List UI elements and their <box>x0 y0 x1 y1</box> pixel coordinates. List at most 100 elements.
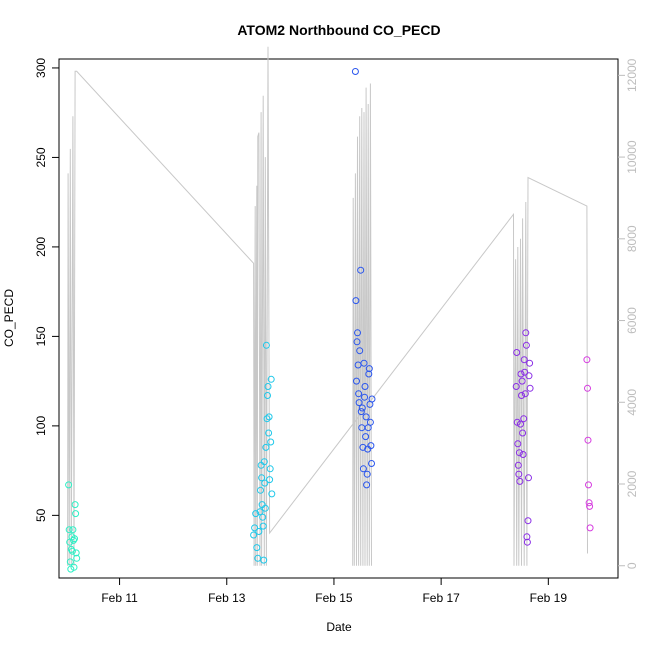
data-point <box>265 413 273 421</box>
data-point <box>523 533 531 541</box>
y-axis-left: 50 100 150 200 250 300 <box>34 58 59 522</box>
y2-tick-label: 8000 <box>625 225 639 252</box>
data-point <box>253 544 261 552</box>
data-point <box>363 470 371 478</box>
data-point <box>263 415 271 423</box>
data-point <box>352 297 360 305</box>
data-point <box>266 465 274 473</box>
y2-tick-label: 12000 <box>625 58 639 92</box>
data-point <box>526 359 534 367</box>
data-point <box>71 535 78 543</box>
data-point <box>365 370 373 378</box>
data-point <box>264 392 271 399</box>
data-point <box>360 359 368 367</box>
data-point <box>265 429 273 437</box>
data-point <box>583 356 591 364</box>
secondary-series-layer <box>67 46 588 566</box>
y2-tick-label: 10000 <box>625 140 639 174</box>
data-point <box>355 399 363 407</box>
data-point <box>514 461 522 469</box>
data-point <box>252 510 260 518</box>
data-point <box>262 341 270 349</box>
data-point <box>585 481 592 489</box>
data-point <box>361 383 369 390</box>
data-point <box>67 545 75 553</box>
data-point <box>261 479 269 487</box>
data-point <box>66 558 74 566</box>
data-point <box>525 372 533 380</box>
data-point <box>584 384 591 392</box>
data-point <box>521 390 529 398</box>
data-point <box>515 449 523 457</box>
x-tick-label: Feb 19 <box>530 591 568 605</box>
y-axis-right: 0 2000 4000 6000 8000 10000 12000 <box>618 58 639 569</box>
data-point <box>71 501 79 509</box>
data-point <box>524 517 532 525</box>
data-point <box>362 433 370 441</box>
data-point <box>268 490 276 498</box>
data-point <box>359 465 367 473</box>
data-point <box>68 547 76 555</box>
data-point <box>368 460 375 467</box>
y-tick-label: 200 <box>34 237 48 257</box>
data-point <box>513 349 521 356</box>
y2-tick-label: 6000 <box>625 307 639 334</box>
data-point <box>518 377 526 385</box>
y2-tick-label: 4000 <box>625 389 639 416</box>
data-point <box>512 383 520 390</box>
data-point <box>353 377 360 385</box>
x-axis: Feb 11 Feb 13 Feb 15 Feb 17 Feb 19 <box>101 578 567 605</box>
data-point <box>526 384 534 392</box>
data-point <box>65 526 73 534</box>
data-point <box>514 440 522 448</box>
data-point <box>262 443 270 451</box>
data-point <box>255 528 263 535</box>
data-point <box>260 458 268 466</box>
data-point <box>368 395 376 403</box>
data-point <box>354 329 361 337</box>
data-point <box>260 556 268 564</box>
data-point <box>362 413 370 421</box>
data-point <box>267 438 275 446</box>
data-point <box>520 415 528 423</box>
data-point <box>250 531 258 539</box>
data-point <box>521 368 529 376</box>
y-tick-label: 300 <box>34 58 48 78</box>
data-point <box>518 392 525 399</box>
y-tick-label: 50 <box>34 508 48 522</box>
secondary-line-1 <box>67 46 588 566</box>
x-tick-label: Feb 13 <box>208 591 246 605</box>
data-point <box>69 526 77 534</box>
x-tick-label: Feb 17 <box>422 591 460 605</box>
data-point <box>259 522 267 530</box>
data-point <box>584 436 592 444</box>
data-point <box>366 418 374 426</box>
data-point <box>357 266 365 274</box>
data-point <box>353 338 361 346</box>
data-point <box>70 563 78 571</box>
data-point <box>72 510 80 518</box>
data-point <box>523 538 531 546</box>
data-point <box>513 418 521 426</box>
data-point <box>522 341 530 349</box>
data-point <box>363 481 371 489</box>
data-point <box>358 424 366 432</box>
plot-frame <box>58 58 619 579</box>
x-tick-label: Feb 15 <box>315 591 353 605</box>
secondary-line-2 <box>352 83 372 566</box>
x-axis-label: Date <box>326 620 352 634</box>
data-point <box>516 477 524 485</box>
data-point <box>361 393 368 401</box>
data-point <box>264 383 272 390</box>
data-point <box>356 347 364 355</box>
data-point <box>586 502 594 510</box>
x-tick-label: Feb 11 <box>101 591 138 605</box>
data-point <box>365 365 373 373</box>
data-point <box>585 499 593 507</box>
data-point <box>522 329 530 337</box>
data-point <box>351 68 359 75</box>
data-point <box>515 470 523 478</box>
scatter-points-layer <box>65 68 594 573</box>
data-point <box>72 549 80 557</box>
